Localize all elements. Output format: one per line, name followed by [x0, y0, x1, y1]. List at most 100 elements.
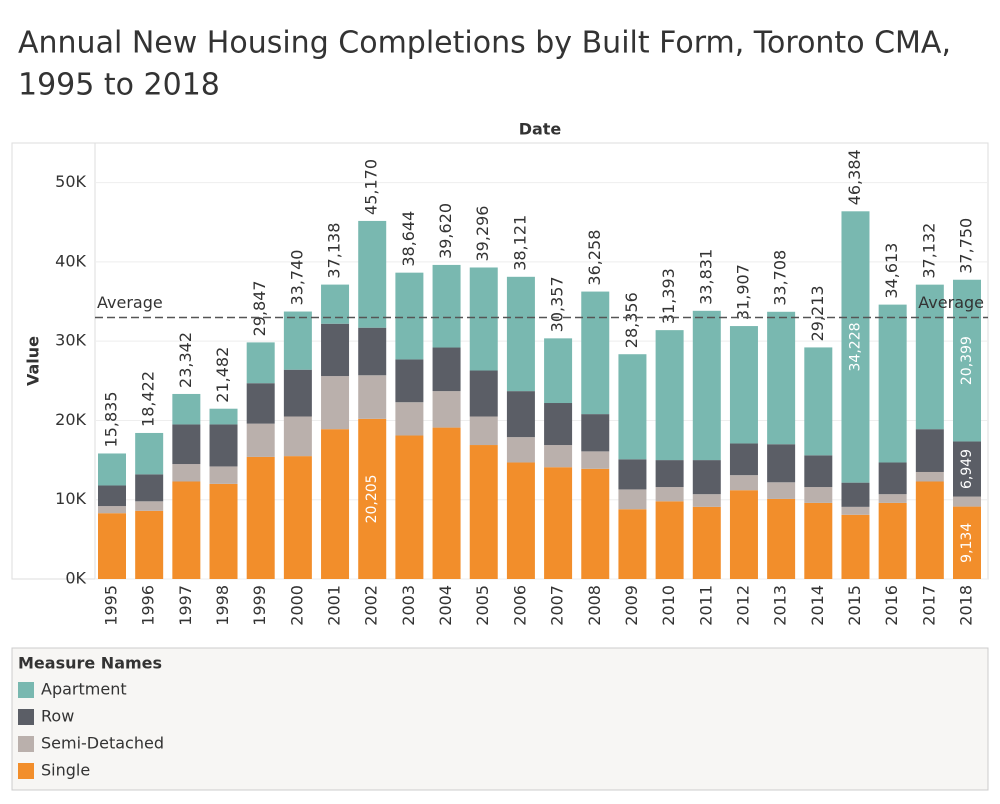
bar-segment	[246, 342, 275, 384]
total-label: 37,750	[957, 218, 976, 274]
bar-segment	[506, 276, 535, 392]
bar-segment	[283, 456, 312, 579]
bar-segment	[172, 393, 201, 425]
x-tick-label: 2017	[919, 585, 938, 626]
legend-label: Single	[41, 761, 90, 780]
bar-segment	[544, 467, 573, 579]
bar-segment	[655, 330, 684, 461]
x-tick-label: 1998	[213, 585, 232, 626]
y-tick-label: 40K	[55, 251, 86, 270]
bar-segment	[395, 272, 424, 360]
chart-title-line2: 1995 to 2018	[18, 68, 220, 103]
bar-segment	[98, 485, 126, 507]
x-tick-label: 2003	[399, 585, 418, 626]
bar-segment	[358, 220, 387, 328]
bar-segment	[135, 501, 164, 511]
y-tick-label: 30K	[55, 331, 86, 350]
bar-segment	[358, 375, 387, 419]
bar-segment	[395, 359, 424, 403]
bar-segment	[581, 451, 610, 469]
bar-segment	[953, 496, 981, 507]
x-tick-label: 2008	[585, 585, 604, 626]
x-tick-label: 2004	[436, 585, 455, 626]
bar-segment	[804, 487, 833, 503]
total-label: 23,342	[176, 332, 195, 388]
y-tick-label: 20K	[55, 410, 86, 429]
segment-label: 20,399	[959, 336, 975, 385]
bar-segment	[729, 326, 758, 444]
bar-segment	[915, 284, 944, 430]
average-label: Average	[918, 293, 984, 312]
bar-segment	[432, 264, 461, 348]
legend-swatch	[18, 763, 34, 779]
bar-segment	[469, 445, 498, 579]
bar-segment	[209, 483, 238, 579]
bar-segment	[953, 506, 981, 579]
bar-segment	[283, 416, 312, 457]
total-label: 21,482	[213, 347, 232, 403]
total-label: 38,644	[399, 211, 418, 267]
bar-segment	[581, 468, 610, 579]
bar-segment	[915, 481, 944, 579]
total-label: 18,422	[139, 371, 158, 427]
bar-segment	[246, 456, 275, 579]
bar-segment	[395, 402, 424, 436]
total-label: 36,258	[585, 230, 604, 286]
bar-segment	[767, 444, 796, 483]
bar-segment	[321, 429, 350, 579]
bar-segment	[469, 267, 498, 371]
x-tick-label: 1996	[139, 585, 158, 626]
bar-segment	[506, 391, 535, 438]
bar-segment	[804, 455, 833, 488]
segment-label: 34,228	[847, 322, 863, 371]
segment-label: 20,205	[364, 474, 380, 523]
x-tick-label: 2011	[696, 585, 715, 626]
bar-segment	[209, 466, 238, 484]
bar-segment	[98, 453, 126, 486]
bar-segment	[878, 304, 907, 463]
total-label: 30,357	[548, 276, 567, 332]
bar-segment	[432, 347, 461, 392]
average-label: Average	[97, 293, 163, 312]
bar-segment	[358, 418, 387, 579]
x-tick-label: 2014	[808, 585, 827, 626]
x-header: Date	[519, 120, 562, 139]
bar-segment	[135, 432, 164, 475]
legend-label: Semi-Detached	[41, 734, 164, 753]
bar-segment	[767, 482, 796, 499]
total-label: 31,907	[733, 264, 752, 320]
total-label: 33,708	[771, 250, 790, 306]
bar-segment	[841, 514, 870, 579]
y-tick-label: 50K	[55, 172, 86, 191]
bar-segment	[283, 311, 312, 370]
bar-segment	[841, 482, 870, 507]
bar-segment	[246, 383, 275, 424]
bar-segment	[655, 460, 684, 488]
x-tick-label: 2016	[882, 585, 901, 626]
x-tick-label: 1995	[102, 585, 121, 626]
bar-segment	[767, 498, 796, 579]
bar-segment	[432, 427, 461, 579]
legend-swatch	[18, 709, 34, 725]
total-label: 33,740	[287, 250, 306, 306]
bar-segment	[246, 423, 275, 457]
bar-segment	[618, 489, 647, 510]
bar-segment	[135, 510, 164, 579]
total-label: 38,121	[510, 215, 529, 271]
bar-segment	[544, 445, 573, 468]
bar-segment	[321, 323, 350, 377]
x-tick-label: 2012	[733, 585, 752, 626]
bar-segment	[172, 481, 201, 579]
bar-segment	[841, 506, 870, 515]
bar-segment	[98, 513, 126, 579]
total-label: 39,620	[436, 203, 455, 259]
bar-segment	[692, 494, 721, 507]
x-tick-label: 2005	[473, 585, 492, 626]
bar-segment	[283, 369, 312, 417]
total-label: 29,213	[808, 285, 827, 341]
bar-segment	[804, 502, 833, 579]
legend-label: Apartment	[41, 680, 127, 699]
bar-segment	[729, 443, 758, 476]
bar-segment	[358, 327, 387, 376]
bar-segment	[692, 506, 721, 579]
